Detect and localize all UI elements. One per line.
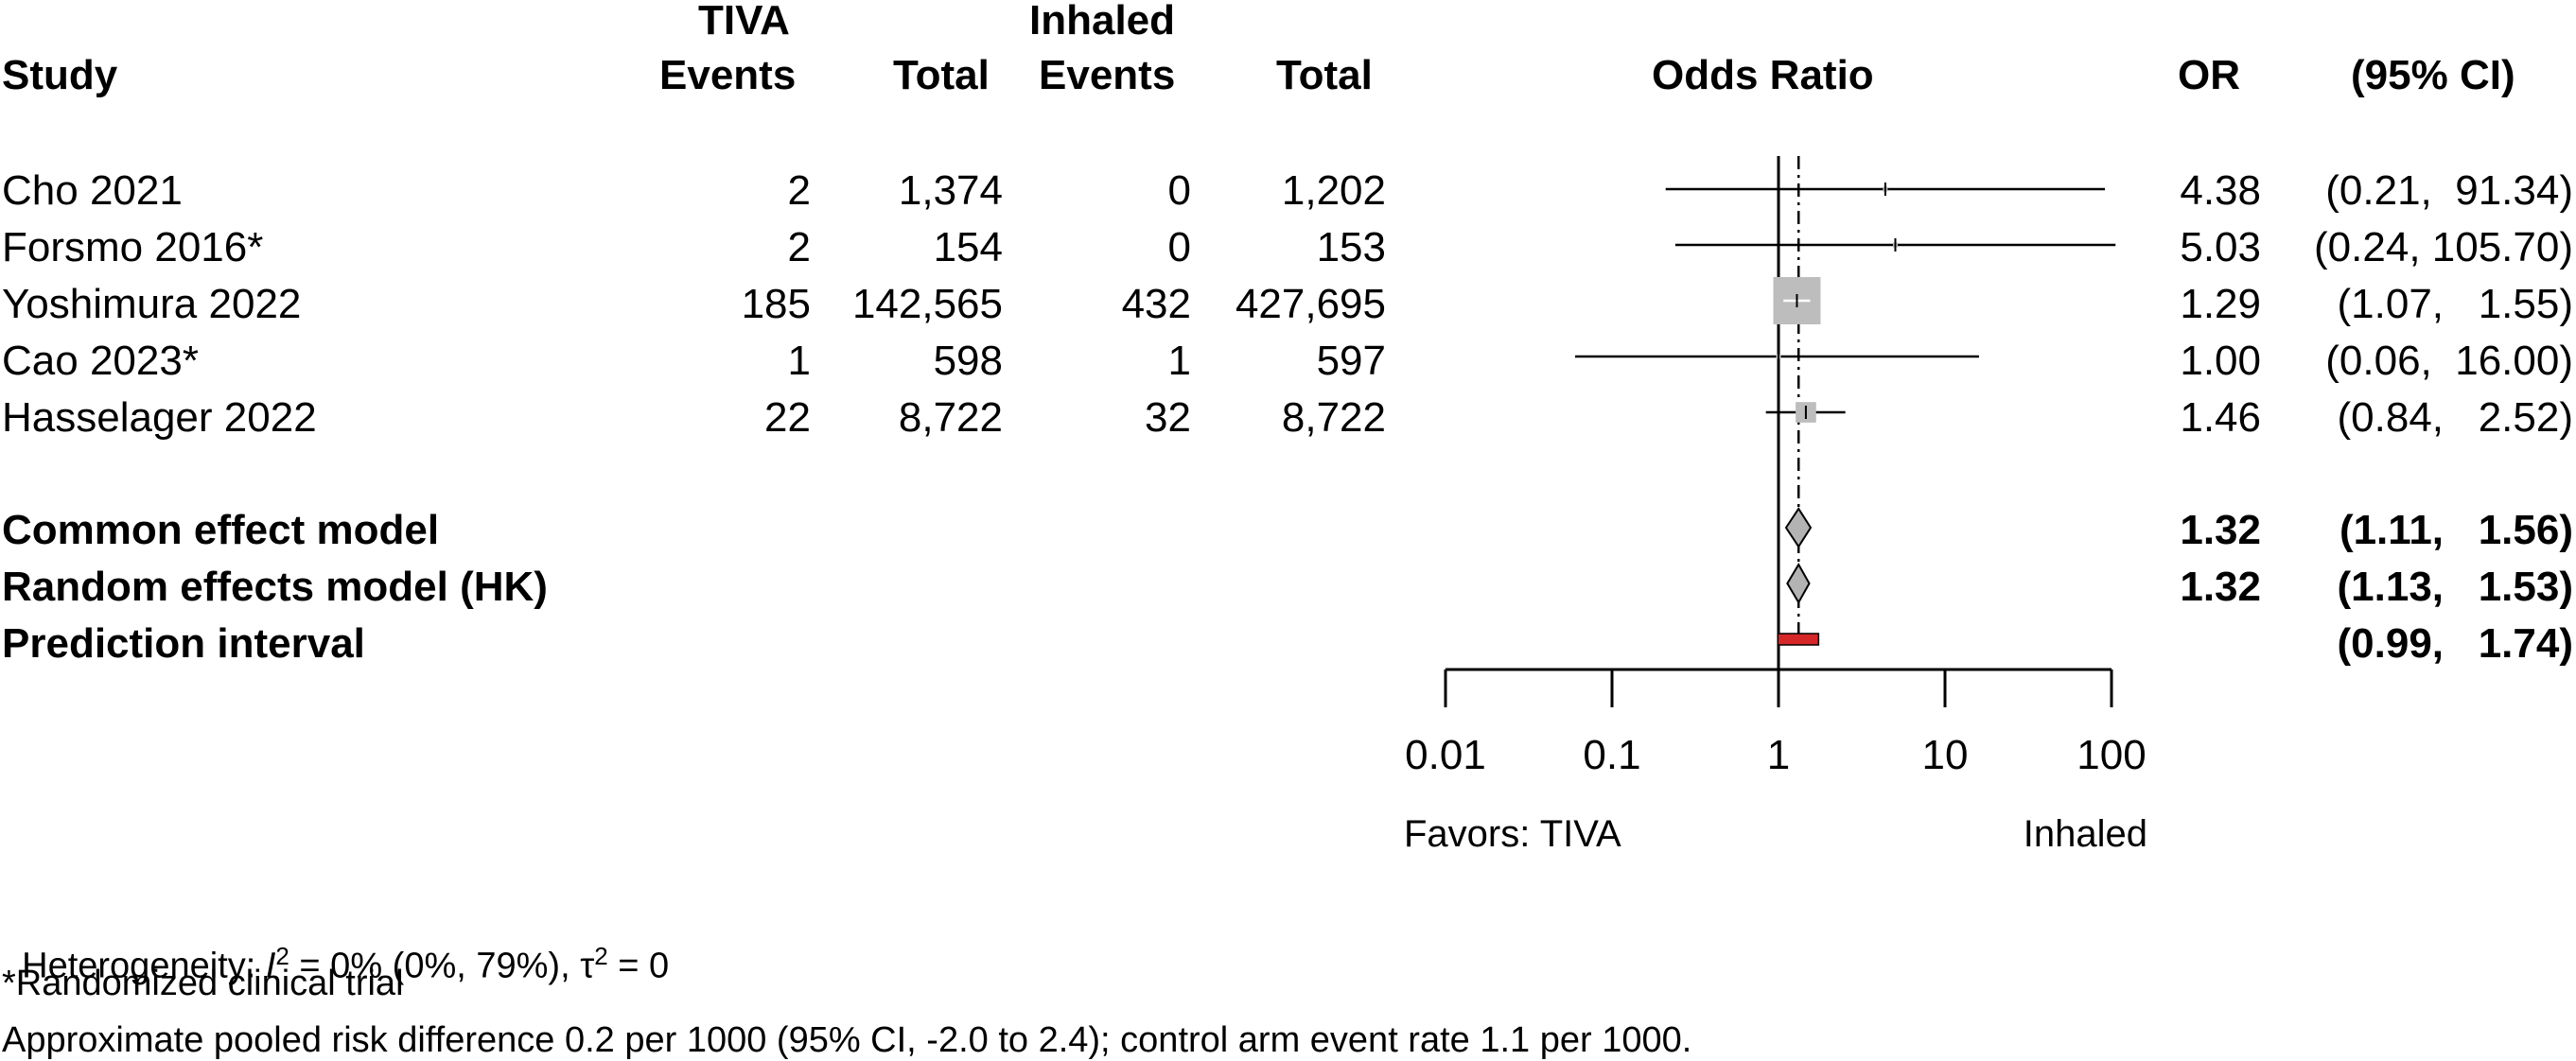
summary-diamond [1786, 563, 1811, 604]
ci-cell: (0.21, 91.34) [2325, 167, 2573, 214]
tiva-events-cell: 185 [741, 281, 811, 327]
heterogeneity-prefix: Heterogeneity: [22, 946, 266, 986]
summary-ci-cell: (1.11, 1.56) [2339, 507, 2573, 553]
inhaled-events-cell: 0 [1167, 167, 1191, 214]
inhaled-total-cell: 153 [1316, 224, 1386, 270]
x-tick-label: 0.01 [1405, 732, 1486, 778]
inhaled-events-cell: 1 [1167, 338, 1191, 384]
tiva-total-cell: 142,565 [851, 281, 1003, 327]
summary-or-cell: 1.32 [2180, 564, 2261, 610]
tau-value: = 0 [607, 946, 670, 986]
header-study: Study [2, 52, 118, 98]
i2-symbol: I [265, 946, 276, 986]
or-cell: 1.46 [2180, 394, 2261, 441]
x-axis-tick-labels: 0.01 0.1 1 10 100 [1405, 732, 2147, 778]
x-tick-label: 1 [1767, 732, 1790, 778]
summary-ci-cell: (0.99, 1.74) [2337, 620, 2573, 667]
study-name: Yoshimura 2022 [2, 281, 302, 327]
ci-cell: (0.84, 2.52) [2337, 394, 2573, 441]
ci-cell: (1.07, 1.55) [2337, 281, 2573, 327]
header-inhaled-events: Events [1039, 52, 1176, 98]
header-ci: (95% CI) [2351, 52, 2515, 98]
inhaled-events-cell: 432 [1121, 281, 1191, 327]
risk-difference-footnote: Approximate pooled risk difference 0.2 p… [2, 1020, 1692, 1060]
tiva-total-cell: 1,374 [898, 167, 1003, 214]
study-name: Cao 2023* [2, 338, 199, 384]
favors-left-label: Favors: TIVA [1404, 813, 1621, 855]
inhaled-events-cell: 0 [1167, 224, 1191, 270]
study-name: Forsmo 2016* [2, 224, 264, 270]
heterogeneity-note: Heterogeneity: I2 = 0% (0%, 79%), τ2 = 0 [2, 908, 669, 984]
inhaled-total-cell: 1,202 [1281, 167, 1386, 214]
study-name: Cho 2021 [2, 167, 183, 214]
header-odds-ratio: Odds Ratio [1652, 52, 1874, 98]
header-or: OR [2178, 52, 2240, 98]
prediction-interval-bar [1777, 633, 1820, 646]
header-tiva-group: TIVA [698, 0, 790, 43]
favors-right-label: Inhaled [2024, 813, 2147, 855]
study-name: Hasselager 2022 [2, 394, 317, 441]
header-inhaled-total: Total [1276, 52, 1373, 98]
x-tick-label: 0.1 [1583, 732, 1640, 778]
tau-superscript: 2 [594, 942, 608, 970]
tiva-events-cell: 22 [764, 394, 811, 441]
rct-footnote: *Randomized clinical trial [2, 964, 404, 1003]
or-cell: 1.00 [2180, 338, 2261, 384]
summary-or-cell: 1.32 [2180, 507, 2261, 553]
inhaled-total-cell: 427,695 [1235, 281, 1386, 327]
header-tiva-total: Total [893, 52, 990, 98]
tiva-events-cell: 2 [787, 167, 811, 214]
header-tiva-events: Events [659, 52, 797, 98]
i2-value: = 0% (0%, 79%), [289, 946, 581, 986]
inhaled-total-cell: 597 [1316, 338, 1386, 384]
summary-name: Random effects model (HK) [2, 564, 548, 610]
tiva-events-cell: 1 [787, 338, 811, 384]
tiva-total-cell: 598 [933, 338, 1003, 384]
summary-name: Common effect model [2, 507, 440, 553]
inhaled-events-cell: 32 [1145, 394, 1191, 441]
summary-diamond [1784, 507, 1813, 548]
header-inhaled-group: Inhaled [1029, 0, 1176, 43]
or-cell: 1.29 [2180, 281, 2261, 327]
ci-cell: (0.24, 105.70) [2314, 224, 2573, 270]
tiva-total-cell: 8,722 [898, 394, 1003, 441]
inhaled-total-cell: 8,722 [1281, 394, 1386, 441]
or-cell: 5.03 [2180, 224, 2261, 270]
x-tick-label: 10 [1922, 732, 1969, 778]
summary-name: Prediction interval [2, 620, 365, 667]
x-tick-label: 100 [2077, 732, 2146, 778]
tau-symbol: τ [580, 946, 595, 986]
tiva-events-cell: 2 [787, 224, 811, 270]
tiva-total-cell: 154 [933, 224, 1003, 270]
summary-ci-cell: (1.13, 1.53) [2337, 564, 2573, 610]
i2-superscript: 2 [275, 942, 289, 970]
ci-cell: (0.06, 16.00) [2325, 338, 2573, 384]
or-cell: 4.38 [2180, 167, 2261, 214]
